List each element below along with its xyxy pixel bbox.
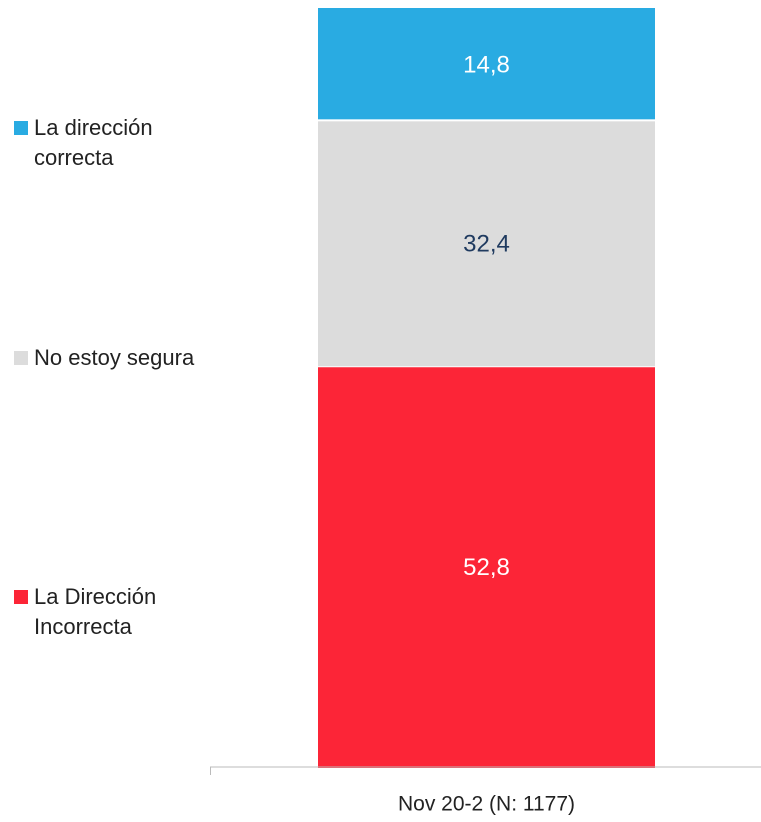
x-tick-label: Nov 20-2 (N: 1177) — [398, 793, 575, 816]
legend-label: No estoy segura — [34, 345, 195, 370]
value-label: 32,4 — [463, 231, 510, 258]
bar-segment — [318, 8, 655, 120]
legend-swatch — [14, 351, 28, 365]
legend-swatch — [14, 590, 28, 604]
legend-item: No estoy segura — [14, 343, 214, 373]
legend-item: La dirección correcta — [14, 113, 214, 173]
legend-item: La Dirección Incorrecta — [14, 582, 214, 642]
legend-label: La dirección correcta — [34, 115, 153, 170]
bar-segment — [318, 121, 655, 367]
value-label: 52,8 — [463, 554, 510, 581]
value-label: 14,8 — [463, 52, 510, 79]
legend-label: La Dirección Incorrecta — [34, 584, 157, 639]
bar-segment — [318, 367, 655, 768]
legend-swatch — [14, 121, 28, 135]
